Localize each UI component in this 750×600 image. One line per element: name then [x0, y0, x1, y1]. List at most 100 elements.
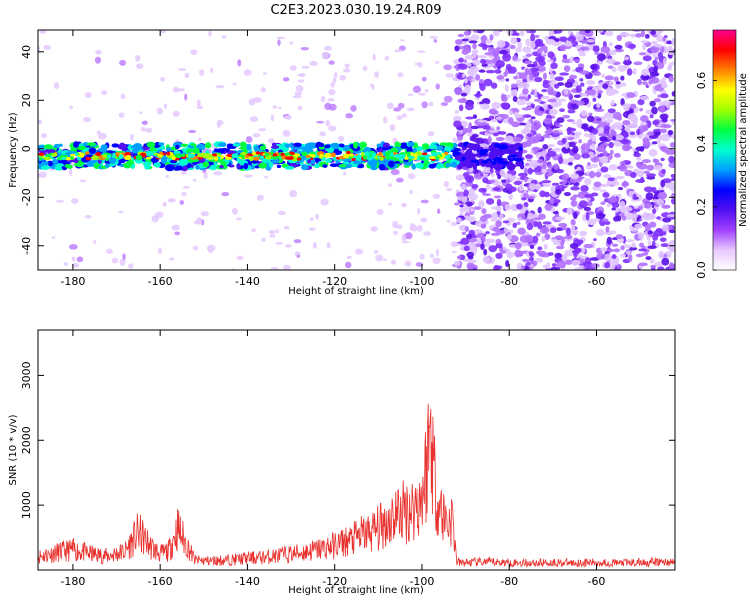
spectral-cell	[548, 30, 553, 33]
spectral-cell	[550, 101, 560, 108]
spectral-cell	[495, 136, 505, 142]
spectral-cell	[451, 250, 457, 254]
spectral-cell	[637, 79, 642, 86]
spectral-cell	[522, 164, 532, 168]
spectral-cell	[545, 123, 555, 132]
spectral-cell	[570, 173, 580, 180]
spectral-cell	[628, 115, 636, 119]
spectral-cell	[654, 43, 663, 48]
spectral-cell	[597, 90, 603, 94]
spectral-cell	[493, 195, 502, 199]
spectral-cell	[620, 98, 625, 107]
spectral-cell	[659, 146, 667, 150]
spectral-cell	[581, 39, 586, 44]
spectral-cell	[529, 169, 536, 173]
spectral-cell	[661, 204, 671, 209]
spectral-cell	[174, 165, 184, 171]
spectral-cell	[628, 165, 634, 169]
spectral-cell	[226, 143, 234, 150]
spectral-cell	[172, 86, 180, 93]
spectral-cell	[413, 153, 418, 158]
spectral-cell	[84, 215, 92, 219]
spectral-cell	[506, 233, 512, 241]
spectral-cell	[636, 129, 641, 136]
spectral-cell	[561, 58, 572, 64]
spectral-cell	[287, 156, 294, 160]
spectral-cell	[465, 233, 473, 240]
spectral-cell	[362, 65, 368, 72]
spectral-cell	[278, 106, 282, 110]
spectral-cell	[40, 165, 50, 170]
spectral-cell	[516, 203, 523, 210]
spectral-cell	[55, 163, 64, 167]
spectral-cell	[523, 192, 529, 199]
spectral-cell	[621, 93, 628, 97]
spectral-cell	[92, 155, 99, 161]
spectral-cell	[252, 133, 261, 138]
spectral-cell	[386, 102, 394, 110]
spectral-cell	[52, 158, 59, 164]
spectral-cell	[553, 83, 560, 89]
spectral-cell	[580, 82, 585, 87]
spectral-cell	[176, 88, 185, 92]
spectral-cell	[468, 40, 478, 44]
spectral-cell	[213, 156, 219, 161]
spectral-cell	[69, 105, 74, 110]
spectral-cell	[580, 184, 589, 193]
spectral-cell	[641, 81, 648, 85]
spectral-cell	[660, 243, 669, 248]
spectral-cell	[491, 164, 502, 169]
spectral-cell	[571, 259, 581, 266]
spectral-cell	[497, 174, 502, 180]
spectral-cell	[552, 211, 559, 215]
spectral-cell	[464, 103, 474, 111]
spectral-cell	[461, 73, 466, 78]
spectral-cell	[514, 242, 522, 250]
spectral-cell	[574, 131, 582, 137]
spectral-cell	[468, 193, 479, 201]
spectral-cell	[353, 159, 359, 165]
spectral-cell	[608, 49, 617, 56]
spectral-cell	[652, 158, 657, 163]
spectral-cell	[520, 82, 530, 89]
spectral-cell	[463, 189, 469, 198]
spectral-cell	[157, 154, 163, 158]
spectral-cell	[634, 223, 644, 229]
spectral-cell	[290, 151, 295, 155]
spectral-cell	[111, 257, 119, 264]
spectral-cell	[292, 95, 302, 99]
spectral-cell	[579, 46, 590, 51]
spectral-cell	[670, 177, 675, 182]
spectral-cell	[105, 248, 113, 254]
spectral-cell	[475, 30, 485, 34]
spectral-cell	[527, 212, 534, 220]
colorbar-ticks: 0.0 0.2 0.4 0.6	[695, 72, 717, 279]
x-tick-label: -60	[587, 575, 605, 588]
colorbar-label: Normalized spectral amplitude	[738, 73, 749, 227]
x-tick-label: -180	[60, 275, 85, 288]
spectral-cell	[459, 204, 465, 208]
spectral-cell	[320, 198, 329, 206]
spectral-cell	[586, 80, 596, 86]
spectral-cell	[620, 139, 630, 145]
spectral-cell	[366, 156, 373, 161]
spectral-cell	[332, 156, 337, 161]
spectral-cell	[493, 55, 501, 62]
spectral-cell	[451, 161, 458, 168]
spectral-cell	[272, 153, 278, 157]
spectral-cell	[611, 66, 617, 73]
spectral-cell	[604, 75, 614, 81]
spectral-cell	[330, 142, 340, 150]
spectral-cell	[56, 199, 65, 203]
spectral-cell	[140, 126, 146, 132]
spectral-cell	[616, 263, 621, 269]
spectral-cell	[322, 164, 328, 168]
spectral-cell	[488, 179, 496, 183]
spectral-cell	[525, 162, 530, 166]
spectral-cell	[488, 129, 499, 133]
spectral-cell	[321, 51, 330, 59]
spectral-cell	[593, 181, 602, 188]
spectral-cell	[524, 176, 528, 183]
spectral-cell	[69, 243, 78, 250]
spectral-cell	[585, 212, 590, 221]
